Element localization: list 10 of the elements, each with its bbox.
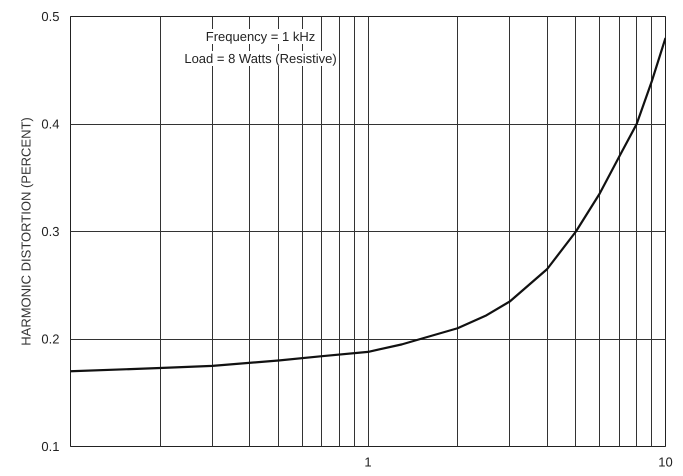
annotation: Frequency = 1 kHz (206, 29, 316, 44)
y-tick-label: 0.2 (41, 332, 60, 346)
x-tick-label: 10 (658, 454, 673, 470)
y-tick-label: 0.5 (41, 9, 60, 24)
y-tick-label: 0.4 (41, 116, 60, 132)
x-tick-label: 1 (364, 454, 372, 470)
annotation: Load = 8 Watts (Resistive) (184, 51, 337, 66)
y-tick-label: 0.3 (41, 224, 60, 239)
y-tick-label: 0.1 (41, 439, 60, 454)
y-axis-title: HARMONIC DISTORTION (PERCENT) (18, 117, 34, 346)
